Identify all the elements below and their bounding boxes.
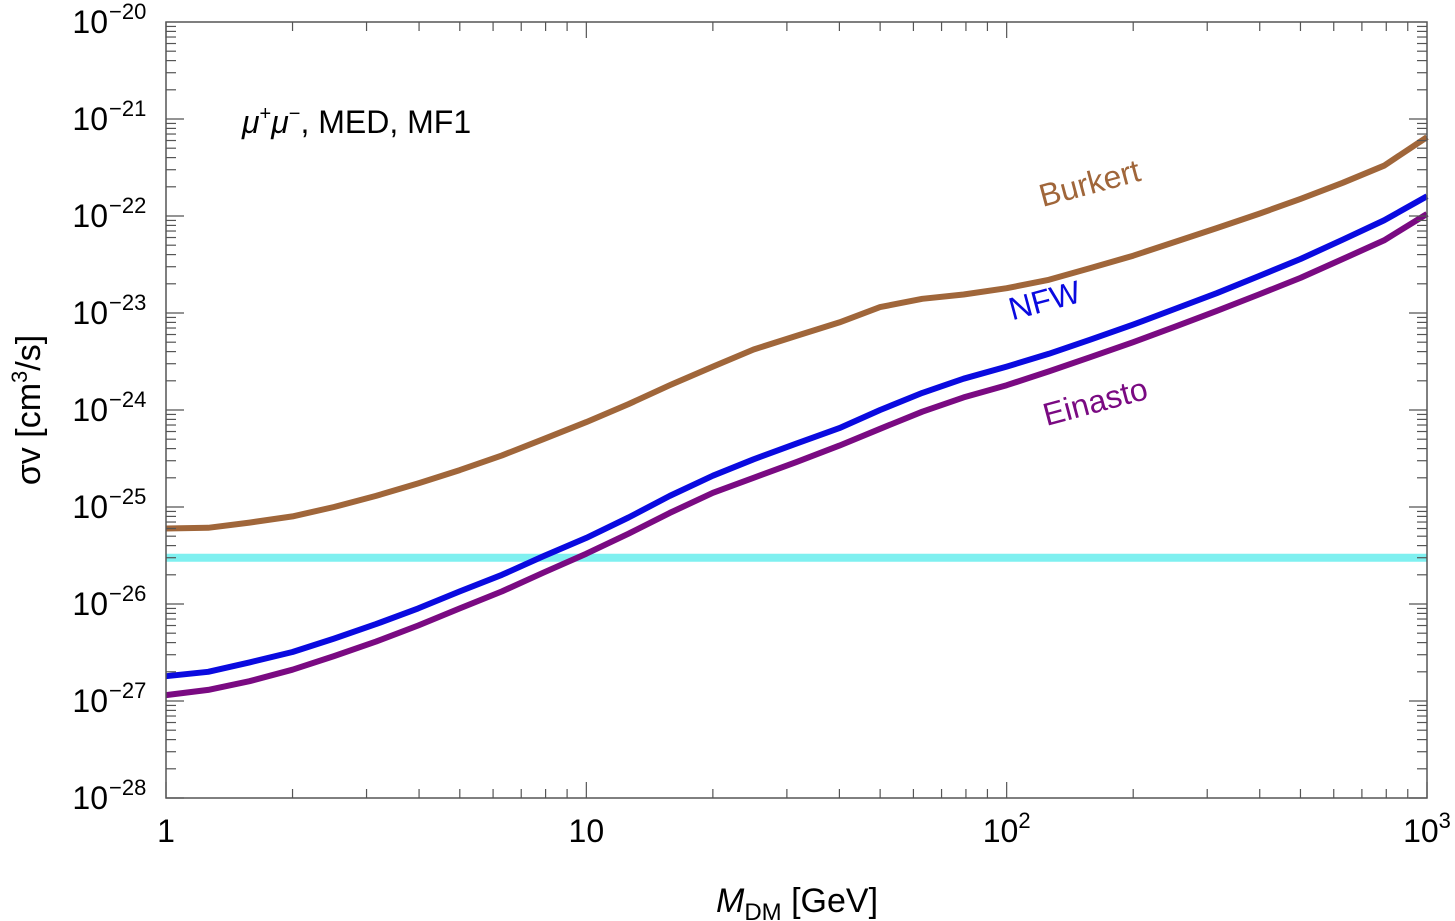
x-axis-subscript: DM <box>744 899 781 921</box>
y-tick-label: 10 <box>72 683 108 719</box>
annotation-minus: − <box>289 103 301 125</box>
y-axis-tail: /s] <box>10 335 48 371</box>
y-tick-exponent: −24 <box>109 387 146 412</box>
x-tick-base: 1 <box>157 813 175 849</box>
y-tick-label: 10 <box>72 295 108 331</box>
x-tick-base: 10 <box>1403 813 1439 849</box>
y-tick-exponent: −25 <box>109 484 146 509</box>
y-tick-base: 10 <box>72 489 108 525</box>
y-tick-base: 10 <box>72 101 108 137</box>
x-axis-unit: [GeV] <box>782 882 878 920</box>
annotation-plus: + <box>260 103 272 125</box>
y-tick-exponent: −23 <box>109 290 146 315</box>
y-tick-base: 10 <box>72 586 108 622</box>
x-tick-exponent: 3 <box>1439 808 1451 833</box>
y-tick-exponent: −26 <box>109 581 146 606</box>
plot-annotation: μ+μ−, MED, MF1 <box>241 103 471 140</box>
y-tick-base: 10 <box>72 780 108 816</box>
y-tick-label: 10 <box>72 392 108 428</box>
y-tick-base: 10 <box>72 198 108 234</box>
axis-ticks <box>165 22 1428 799</box>
x-tick-label: 102 <box>983 808 1031 849</box>
plot-frame <box>165 21 1428 799</box>
series-lines <box>165 134 1429 699</box>
x-axis-title: MDM [GeV] <box>716 882 878 921</box>
y-tick-base: 10 <box>72 295 108 331</box>
annotation-rest: , MED, MF1 <box>300 104 471 140</box>
x-tick-exponent: 2 <box>1018 808 1030 833</box>
y-tick-base: 10 <box>72 4 108 40</box>
y-tick-exponent: −21 <box>109 96 146 121</box>
series-line-burkert <box>165 134 1429 532</box>
y-tick-exponent: −28 <box>109 775 146 800</box>
y-tick-label: 10 <box>72 4 108 40</box>
series-line-einasto <box>165 211 1429 699</box>
annotation-mu-2: μ <box>270 104 289 140</box>
series-line-nfw <box>165 193 1429 680</box>
y-tick-exponent: −27 <box>109 678 146 703</box>
x-tick-label: 1 <box>157 813 175 849</box>
y-tick-label: 10 <box>72 586 108 622</box>
y-axis-superscript: 3 <box>7 371 32 383</box>
x-axis-symbol: M <box>716 882 745 920</box>
y-tick-exponent: −22 <box>109 193 146 218</box>
y-tick-label: 10 <box>72 198 108 234</box>
annotation-mu-1: μ <box>241 104 260 140</box>
x-tick-base: 10 <box>569 813 605 849</box>
x-tick-label: 103 <box>1403 808 1451 849</box>
y-tick-base: 10 <box>72 392 108 428</box>
y-tick-label: 10 <box>72 489 108 525</box>
y-tick-base: 10 <box>72 683 108 719</box>
y-tick-label: 10 <box>72 780 108 816</box>
y-tick-exponent: −20 <box>109 0 146 24</box>
y-axis-title: σv [cm3/s] <box>7 335 48 485</box>
y-tick-labels: 10−2810−2710−2610−2510−2410−2310−2210−21… <box>72 0 146 816</box>
x-tick-base: 10 <box>983 813 1019 849</box>
x-tick-label: 10 <box>569 813 605 849</box>
x-tick-labels: 1 10 102 103 <box>157 808 1451 849</box>
y-tick-label: 10 <box>72 101 108 137</box>
y-axis-text: σv [cm <box>10 383 48 485</box>
